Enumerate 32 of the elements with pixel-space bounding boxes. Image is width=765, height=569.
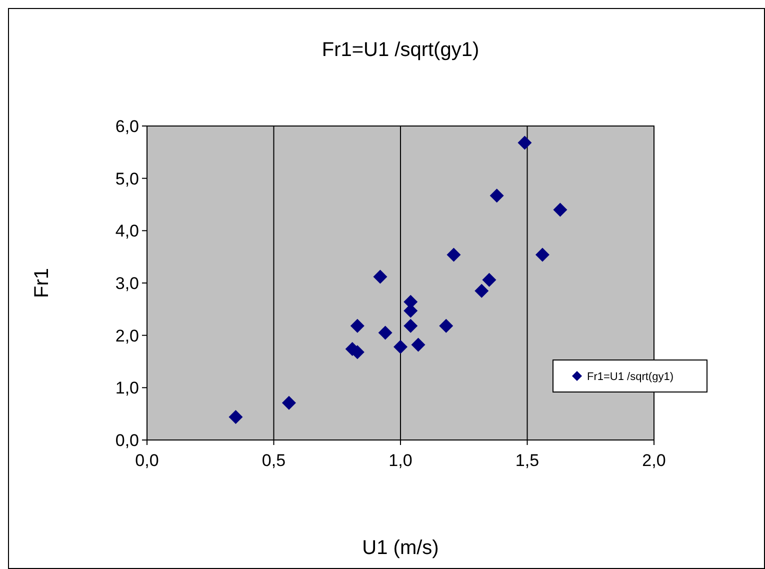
x-axis-title: U1 (m/s) [362, 537, 439, 559]
point [474, 284, 489, 298]
y-tick-label: 2,0 [115, 326, 139, 346]
y-tick-label: 4,0 [115, 222, 139, 241]
y-tick-label: 0,0 [115, 431, 139, 450]
point [411, 338, 426, 352]
x-tick-label: 0,0 [135, 451, 159, 470]
point [553, 202, 568, 217]
point [446, 248, 461, 262]
x-tick-label: 1,0 [388, 451, 412, 470]
y-tick-label: 6,0 [115, 117, 139, 136]
point [394, 340, 408, 354]
point [482, 272, 496, 287]
point [373, 270, 388, 284]
point [228, 410, 243, 424]
y-tick-label: 5,0 [115, 169, 139, 188]
x-tick-label: 2,0 [642, 451, 666, 470]
chart-title: Fr1=U1 /sqrt(gy1) [322, 39, 480, 61]
x-tick-label: 1,5 [515, 451, 540, 470]
point [490, 188, 504, 203]
point [282, 396, 296, 410]
y-tick-label: 3,0 [115, 274, 139, 293]
point [518, 136, 532, 150]
x-tick-label: 0,5 [262, 451, 286, 470]
point [535, 248, 550, 262]
point [378, 326, 392, 340]
y-tick-label: 1,0 [115, 378, 139, 398]
point [350, 318, 364, 333]
point [404, 318, 418, 333]
legend-label: Fr1=U1 /sqrt(gy1) [587, 371, 674, 383]
point [439, 318, 454, 333]
y-axis-title: Fr1 [31, 268, 53, 298]
